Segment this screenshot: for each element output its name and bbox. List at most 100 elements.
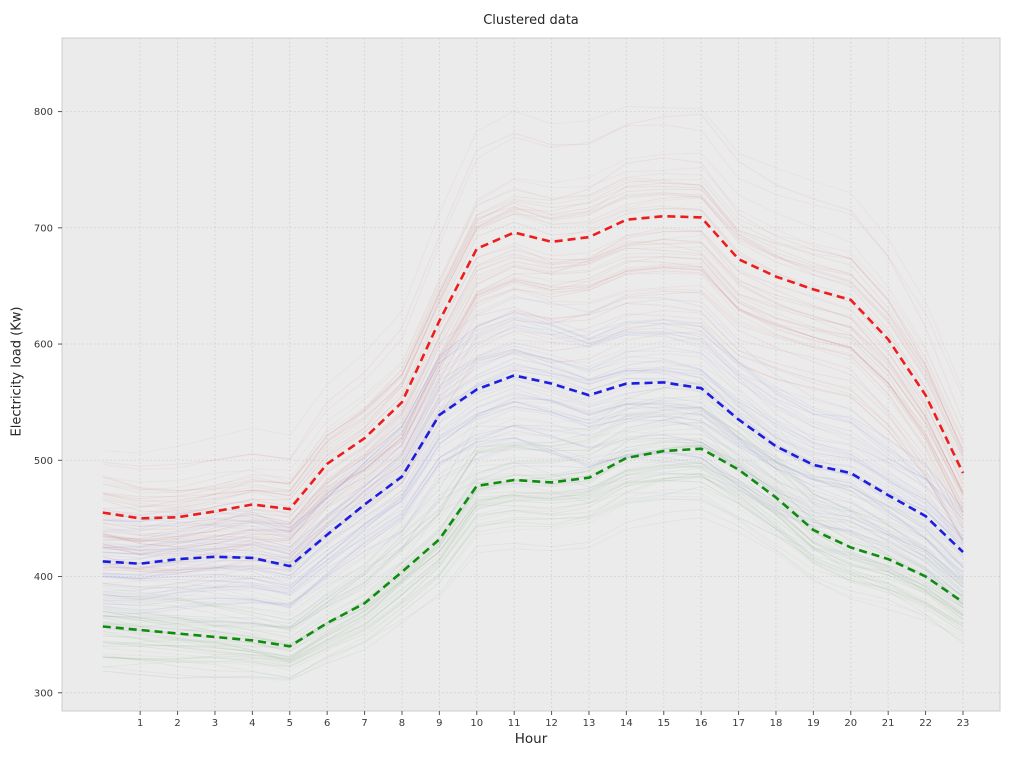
cluster-member-line-3 [102, 414, 964, 634]
cluster-member-line-2 [102, 452, 964, 625]
x-tick-label: 22 [919, 718, 932, 729]
x-tick-label: 15 [657, 718, 670, 729]
cluster-member-line-2 [102, 379, 964, 579]
cluster-member-line-3 [102, 475, 964, 663]
x-tick-label: 7 [361, 718, 367, 729]
cluster-member-line-1 [102, 238, 964, 537]
y-tick-label: 300 [34, 688, 53, 699]
cluster-member-line-1 [102, 284, 964, 556]
cluster-member-line-1 [102, 270, 964, 541]
cluster-member-line-2 [102, 436, 964, 611]
cluster-member-line-3 [102, 475, 964, 662]
cluster-member-line-3 [102, 421, 964, 631]
cluster-member-line-2 [102, 401, 964, 587]
cluster-member-line-1 [102, 179, 964, 494]
x-tick-label: 8 [399, 718, 405, 729]
cluster-member-line-1 [102, 113, 964, 467]
x-tick-label: 4 [249, 718, 255, 729]
cluster-member-line-2 [102, 398, 964, 582]
cluster-member-line-1 [102, 193, 964, 508]
cluster-member-line-1 [102, 124, 964, 470]
cluster-member-line-3 [102, 473, 964, 671]
y-tick-label: 700 [34, 223, 53, 234]
cluster-member-line-2 [102, 444, 964, 615]
cluster-member-line-2 [102, 396, 964, 590]
cluster-member-line-3 [102, 382, 964, 603]
cluster-member-line-3 [102, 467, 964, 659]
cluster-member-line-2 [102, 400, 964, 595]
y-axis-title: Electricity load (Kw) [9, 306, 25, 437]
cluster-member-line-1 [102, 172, 964, 492]
cluster-member-line-1 [102, 192, 964, 509]
x-tick-label: 19 [807, 718, 820, 729]
cluster-member-line-1 [102, 177, 964, 494]
cluster-member-line-3 [102, 395, 964, 628]
cluster-member-line-1 [102, 152, 964, 491]
cluster-member-line-1 [102, 239, 964, 531]
cluster-member-line-1 [102, 240, 964, 548]
chart-title: Clustered data [483, 13, 579, 28]
cluster-member-line-2 [102, 437, 964, 607]
cluster-member-line-2 [102, 362, 964, 565]
cluster-member-line-3 [102, 480, 964, 658]
cluster-member-line-2 [102, 317, 964, 523]
cluster-member-line-2 [102, 365, 964, 561]
cluster-member-line-1 [102, 263, 964, 542]
cluster-member-line-3 [102, 464, 964, 663]
x-tick-label: 16 [695, 718, 708, 729]
y-tick-label: 800 [34, 107, 53, 118]
cluster-member-line-3 [102, 438, 964, 645]
cluster-member-line-2 [102, 366, 964, 559]
cluster-member-line-3 [102, 380, 964, 614]
cluster-member-line-3 [102, 488, 964, 667]
y-tick-label: 600 [34, 340, 53, 351]
cluster-member-line-1 [102, 230, 964, 528]
cluster-member-line-1 [102, 195, 964, 509]
cluster-member-line-1 [102, 337, 964, 601]
x-tick-label: 10 [470, 718, 483, 729]
cluster-member-line-1 [102, 247, 964, 536]
cluster-member-line-3 [102, 450, 964, 645]
cluster-member-line-1 [102, 182, 964, 516]
cluster-member-line-1 [102, 272, 964, 555]
cluster-member-line-1 [102, 331, 964, 588]
cluster-member-line-3 [102, 479, 964, 665]
cluster-member-line-3 [102, 399, 964, 617]
cluster-member-line-1 [102, 256, 964, 548]
cluster-member-line-3 [102, 407, 964, 628]
cluster-member-line-1 [102, 207, 964, 514]
cluster-member-line-3 [102, 462, 964, 658]
cluster-member-line-3 [102, 476, 964, 662]
cluster-member-line-2 [102, 350, 964, 548]
cluster-member-line-2 [102, 348, 964, 554]
cluster-member-line-3 [102, 445, 964, 652]
cluster-2-center-line [102, 374, 964, 568]
x-tick-label: 11 [508, 718, 521, 729]
cluster-member-line-2 [102, 419, 964, 599]
cluster-member-line-1 [102, 265, 964, 553]
x-tick-label: 21 [882, 718, 895, 729]
cluster-member-line-3 [102, 498, 964, 679]
cluster-member-line-3 [102, 462, 964, 649]
cluster-member-line-3 [102, 486, 964, 668]
x-tick-label: 1 [137, 718, 143, 729]
cluster-member-line-2 [102, 326, 964, 540]
cluster-member-line-2 [102, 391, 964, 586]
cluster-member-line-3 [102, 508, 964, 681]
cluster-member-line-2 [102, 311, 964, 532]
cluster-member-line-1 [102, 185, 964, 513]
cluster-member-line-3 [102, 464, 964, 663]
cluster-member-line-2 [102, 418, 964, 601]
cluster-member-line-3 [102, 444, 964, 644]
cluster-member-line-2 [102, 315, 964, 533]
cluster-member-line-1 [102, 253, 964, 543]
cluster-member-line-2 [102, 351, 964, 555]
cluster-member-line-3 [102, 406, 964, 621]
cluster-member-line-3 [102, 473, 964, 660]
cluster-member-line-3 [102, 441, 964, 648]
cluster-member-line-2 [102, 446, 964, 617]
cluster-member-line-2 [102, 424, 964, 598]
cluster-member-line-2 [102, 323, 964, 533]
cluster-member-line-3 [102, 450, 964, 653]
